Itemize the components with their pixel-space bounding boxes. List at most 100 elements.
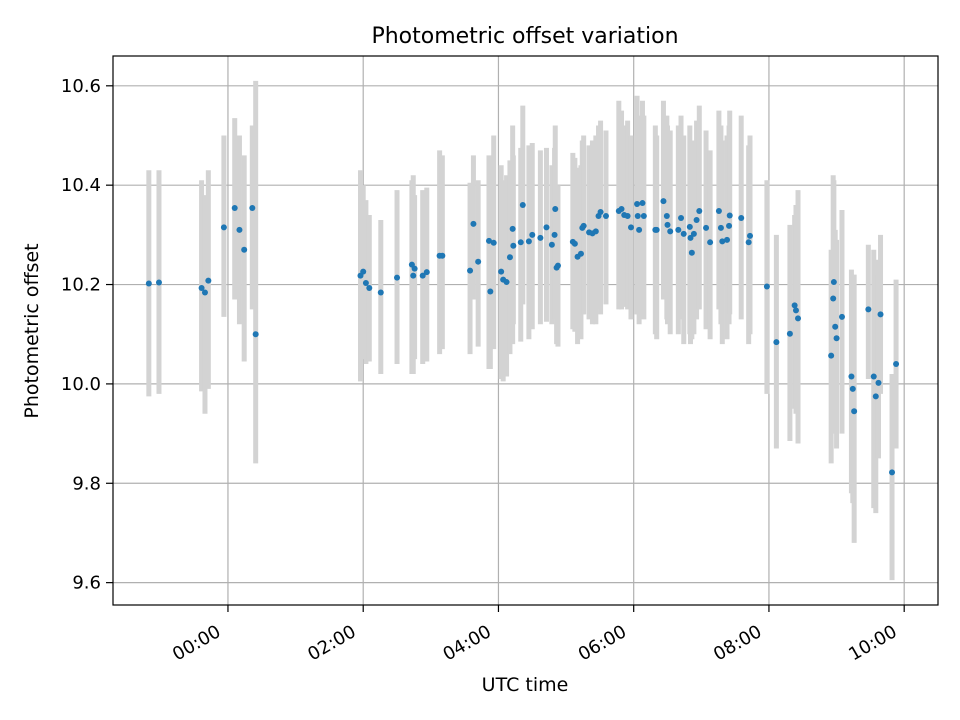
data-point (686, 223, 693, 230)
data-point (410, 272, 417, 279)
data-point (423, 269, 430, 276)
data-point (602, 212, 609, 219)
data-point (198, 285, 205, 292)
data-point (717, 224, 724, 231)
data-point (640, 212, 647, 219)
data-point (487, 288, 494, 295)
data-point (411, 265, 418, 272)
data-point (690, 230, 697, 237)
data-point (498, 268, 505, 275)
data-point (592, 228, 599, 235)
x-axis-label: UTC time (482, 674, 569, 696)
data-point (470, 220, 477, 227)
data-point (877, 311, 884, 318)
data-point (362, 280, 369, 287)
data-point (675, 226, 682, 233)
data-point (830, 279, 837, 286)
data-point (773, 339, 780, 346)
data-point (537, 234, 544, 241)
data-point (525, 238, 532, 245)
data-point (377, 289, 384, 296)
data-point (241, 246, 248, 253)
data-point (870, 373, 877, 380)
data-point (249, 205, 256, 212)
data-point (738, 214, 745, 221)
data-point (889, 469, 896, 476)
data-point (693, 216, 700, 223)
data-point (529, 231, 536, 238)
data-point (506, 254, 513, 261)
y-tick-label: 10.6 (61, 76, 101, 97)
data-point (236, 226, 243, 233)
y-tick-label: 10.4 (61, 175, 101, 196)
data-point (490, 239, 497, 246)
y-axis-label: Photometric offset (21, 243, 43, 418)
data-point (893, 361, 900, 368)
data-point (394, 274, 401, 281)
data-point (639, 200, 646, 207)
data-point (875, 379, 882, 386)
data-point (634, 201, 641, 208)
data-point (680, 230, 687, 237)
y-axis-ticks: 9.6 9.8 10.0 10.2 10.4 10.6 (61, 76, 113, 594)
data-point (726, 222, 733, 229)
data-point (618, 206, 625, 213)
y-tick-label: 10.0 (61, 374, 101, 395)
data-point (724, 236, 731, 243)
data-point (580, 222, 587, 229)
data-point (664, 221, 671, 228)
data-point (519, 202, 526, 209)
data-point (687, 234, 694, 241)
data-point (653, 226, 660, 233)
data-point (634, 212, 641, 219)
data-point (597, 209, 604, 216)
data-point (503, 279, 510, 286)
data-point (485, 237, 492, 244)
data-points (145, 198, 900, 476)
data-point (627, 224, 634, 231)
data-point (830, 295, 837, 302)
data-point (145, 280, 152, 287)
data-point (663, 212, 670, 219)
data-point (795, 315, 802, 322)
data-point (660, 198, 667, 205)
data-point (833, 335, 840, 342)
data-point (577, 250, 584, 257)
data-point (872, 393, 879, 400)
data-point (792, 307, 799, 314)
y-tick-label: 9.6 (72, 573, 101, 594)
data-point (220, 224, 227, 231)
data-point (703, 224, 710, 231)
data-point (554, 262, 561, 269)
data-point (707, 239, 714, 246)
data-point (467, 267, 474, 274)
data-point (791, 302, 798, 309)
data-point (747, 232, 754, 239)
data-point (763, 283, 770, 290)
data-point (548, 241, 555, 248)
data-point (849, 385, 856, 392)
data-point (571, 240, 578, 247)
data-point (832, 323, 839, 330)
data-point (552, 206, 559, 213)
data-point (201, 289, 208, 296)
data-point (838, 313, 845, 320)
y-tick-label: 9.8 (72, 473, 101, 494)
data-point (828, 352, 835, 359)
data-point (543, 224, 550, 231)
data-point (696, 208, 703, 215)
data-point (439, 252, 446, 259)
data-point (475, 258, 482, 265)
y-tick-label: 10.2 (61, 275, 101, 296)
data-point (419, 272, 426, 279)
data-point (786, 330, 793, 337)
data-point (624, 212, 631, 219)
plot-frame (112, 55, 939, 606)
data-point (360, 268, 367, 275)
data-point (745, 239, 752, 246)
data-point (252, 331, 259, 338)
data-point (231, 205, 238, 212)
data-point (636, 226, 643, 233)
